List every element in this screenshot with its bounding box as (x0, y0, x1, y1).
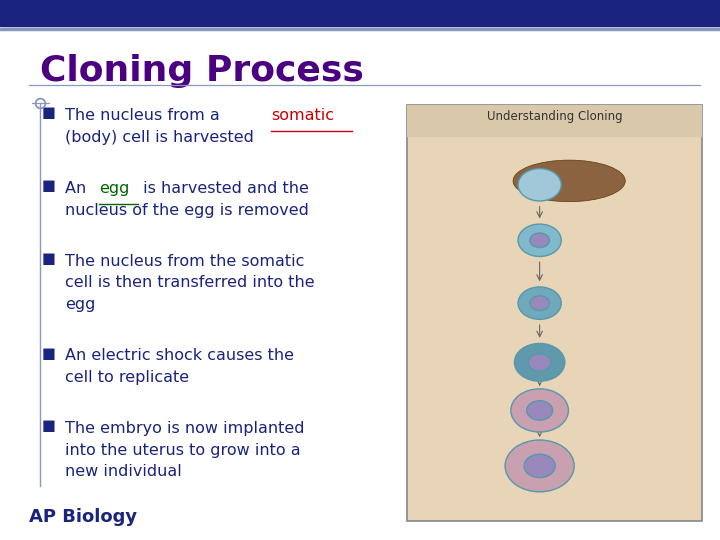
Text: cell to replicate: cell to replicate (65, 370, 189, 385)
Text: cell is then transferred into the: cell is then transferred into the (65, 275, 315, 291)
Circle shape (526, 401, 553, 420)
Text: egg: egg (99, 181, 129, 196)
Text: ■: ■ (42, 178, 56, 193)
Bar (407, 105, 702, 137)
Text: ■: ■ (42, 346, 56, 361)
Text: egg: egg (65, 297, 95, 312)
Text: ■: ■ (42, 251, 56, 266)
Text: ■: ■ (42, 105, 56, 120)
Text: somatic: somatic (271, 108, 334, 123)
Text: The nucleus from a: The nucleus from a (65, 108, 225, 123)
Circle shape (518, 224, 562, 256)
Circle shape (511, 389, 569, 432)
Text: The embryo is now implanted: The embryo is now implanted (65, 421, 305, 436)
Text: new individual: new individual (65, 464, 181, 480)
Text: ■: ■ (42, 418, 56, 434)
Text: AP Biology: AP Biology (29, 509, 137, 526)
Text: into the uterus to grow into a: into the uterus to grow into a (65, 443, 300, 458)
Circle shape (524, 454, 555, 477)
Circle shape (530, 296, 549, 310)
Text: An electric shock causes the: An electric shock causes the (65, 348, 294, 363)
Circle shape (530, 233, 549, 247)
Circle shape (514, 343, 565, 381)
Bar (407, 105, 702, 521)
Text: is harvested and the: is harvested and the (138, 181, 309, 196)
Circle shape (518, 287, 562, 319)
Circle shape (528, 354, 551, 371)
Text: Cloning Process: Cloning Process (40, 54, 364, 88)
Text: Understanding Cloning: Understanding Cloning (487, 110, 622, 123)
Text: nucleus of the egg is removed: nucleus of the egg is removed (65, 202, 309, 218)
Circle shape (505, 440, 575, 492)
Text: An: An (65, 181, 91, 196)
Bar (0, 0, 720, 26)
Text: (body) cell is harvested: (body) cell is harvested (65, 130, 253, 145)
Circle shape (518, 168, 562, 201)
Text: The nucleus from the somatic: The nucleus from the somatic (65, 254, 304, 269)
Ellipse shape (513, 160, 625, 202)
